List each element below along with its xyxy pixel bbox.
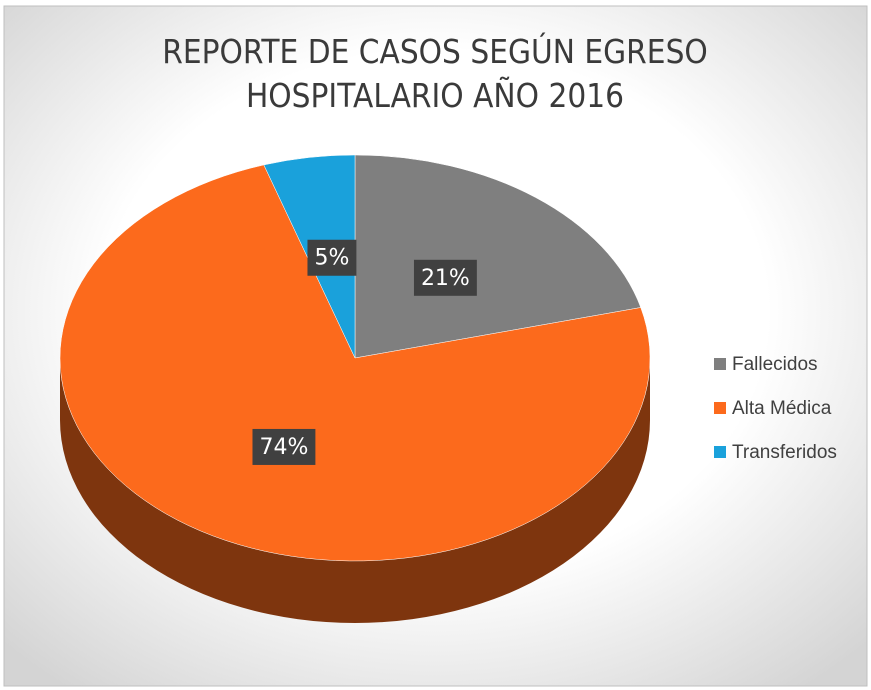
legend-swatch <box>714 402 726 414</box>
data-label-box <box>307 239 357 276</box>
legend-swatch <box>714 358 726 370</box>
data-label: 5% <box>314 246 349 271</box>
pie-slice <box>354 154 642 359</box>
data-label: 21% <box>421 266 470 291</box>
pie-slice <box>59 164 651 562</box>
data-label: 74% <box>259 435 308 460</box>
legend-label: Fallecidos <box>732 354 818 375</box>
pie-side <box>60 358 650 623</box>
data-label-box <box>252 428 316 465</box>
legend-label: Alta Médica <box>732 398 832 419</box>
legend-swatch <box>714 446 726 458</box>
legend-label: Transferidos <box>732 442 837 463</box>
data-label-box <box>413 259 477 296</box>
chart-title: REPORTE DE CASOS SEGÚN EGRESO HOSPITALAR… <box>162 32 708 115</box>
